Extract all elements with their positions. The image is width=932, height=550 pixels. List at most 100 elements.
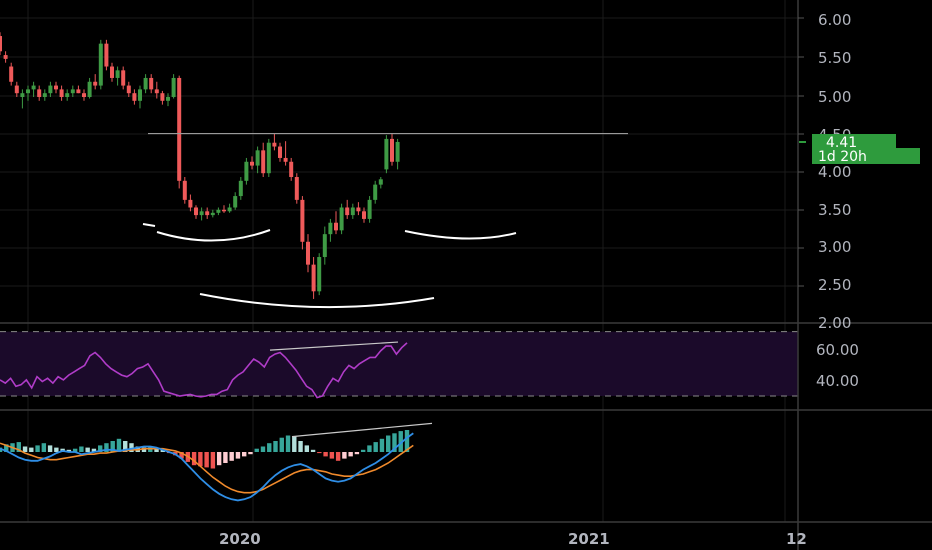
candle [14,81,19,97]
candle [328,218,333,242]
candle-body [199,211,204,216]
macd-histogram-bar [191,452,197,466]
candle [205,207,210,219]
candle-body [160,93,165,101]
macd-histogram-bar [386,435,391,452]
candle-body [65,93,70,97]
candle-body [233,196,238,208]
candle-body [188,199,193,208]
candle [395,138,400,170]
macd-histogram-bar [379,438,385,452]
price-candles [0,32,400,299]
candle-body [311,264,316,292]
candle-body [272,142,277,147]
candle [317,253,322,296]
macd-histogram-bar [22,446,28,452]
candle-body [54,85,58,90]
candle-body [177,77,182,181]
candle [216,207,221,216]
candle [367,196,372,223]
candle [98,39,103,90]
candle [177,75,182,189]
macd-histogram-bar [304,445,310,452]
candle [70,85,75,97]
candle-body [395,141,400,162]
candle-body [14,85,19,94]
candle-body [9,66,14,82]
macd-histogram-bar [342,452,347,459]
y-tick-label: 5.50 [818,49,851,67]
candle-body [154,89,159,94]
macd-histogram-bar [210,452,216,469]
macd-histogram-bar [367,445,372,452]
head-arc [199,293,435,309]
rsi-line [0,342,408,399]
macd-histogram-bar [85,447,90,452]
candle [104,39,109,71]
candle [188,194,193,212]
rsi-tick-label: 40.00 [816,372,859,390]
candle-body [222,209,226,212]
macd-histogram-bar [16,442,21,452]
left-shoulder-arc [156,229,271,242]
candle-body [149,77,154,90]
candle [233,192,238,210]
macd-histogram-bar [310,449,316,452]
candle [182,177,187,204]
macd-histogram-bar [4,444,9,452]
macd-histogram-bar [273,441,278,452]
candle-body [82,93,86,97]
candle [115,66,120,86]
candle-body [244,161,249,181]
countdown-value: 1d 20h [818,149,867,165]
time-axis-labels: 2020 2021 12 [219,530,807,548]
candle-body [294,177,299,200]
macd-histogram-bar [66,449,72,452]
macd-signal-line [0,442,414,494]
candle [42,89,47,101]
candle [37,85,42,101]
candle-body [378,179,383,185]
candle-body [362,211,366,219]
candle [110,62,114,82]
macd-histogram-bar [285,435,291,452]
candle-body [300,199,305,242]
macd-histogram-bar [292,436,297,452]
candle-body [261,150,266,174]
macd-histogram-bar [91,448,97,452]
candle [121,66,126,90]
candle-body [278,146,282,158]
y-tick-label: 2.50 [818,276,851,294]
y-tick-label: 6.00 [818,11,851,29]
candle-body [171,77,176,97]
candle [0,32,2,56]
candle [300,196,305,250]
candle-body [210,212,215,216]
candle [345,199,350,219]
right-shoulder-arc [404,230,517,240]
macd-histogram-bar [360,449,366,452]
candle-body [322,234,327,258]
candle [59,85,64,101]
candle [222,205,226,213]
candle [3,51,8,63]
candle-body [70,89,75,94]
candle [255,146,260,174]
candle-body [138,89,142,101]
macd-histogram-bar [29,447,34,452]
candle-body [110,66,114,78]
y-tick-label: 3.00 [818,238,851,256]
macd-histogram-bar [348,452,353,457]
candle-body [266,142,271,174]
candle-body [3,55,8,59]
macd-histogram-bar [335,452,341,461]
macd-histogram-bar [104,443,109,452]
macd-histogram-bar [72,448,78,452]
candle-body [345,207,350,216]
macd-histogram-bar [329,452,335,459]
candle-body [390,138,394,162]
macd-histogram-bar [354,452,360,455]
candle-body [283,157,288,162]
candle [362,207,366,223]
